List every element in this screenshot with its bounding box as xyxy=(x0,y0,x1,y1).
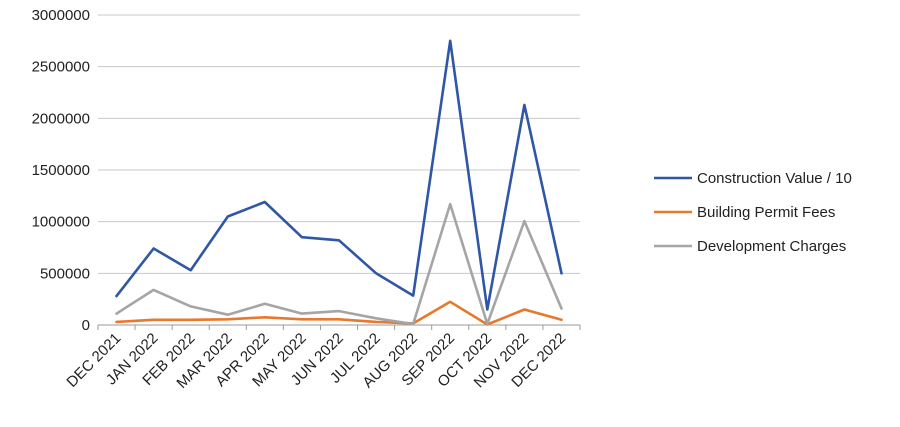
y-tick-label: 1000000 xyxy=(32,214,90,231)
y-tick-label: 1500000 xyxy=(32,162,90,179)
series-lines xyxy=(115,39,563,326)
y-axis: 0 500000 1000000 1500000 2000000 2500000 30000… xyxy=(32,7,90,334)
legend-label: Building Permit Fees xyxy=(697,204,835,221)
y-tick-label: 3000000 xyxy=(32,7,90,24)
legend-label: Construction Value / 10 xyxy=(697,170,852,187)
y-tick-label: 0 xyxy=(82,317,90,334)
series-line-3 xyxy=(115,202,563,326)
legend-label: Development Charges xyxy=(697,238,846,255)
y-tick-label: 2500000 xyxy=(32,59,90,76)
gridlines xyxy=(98,14,580,326)
y-tick-label: 2000000 xyxy=(32,110,90,127)
y-tick-label: 500000 xyxy=(40,265,90,282)
series-line-1 xyxy=(115,39,563,311)
legend: Construction Value / 10 Building Permit F… xyxy=(654,170,852,255)
